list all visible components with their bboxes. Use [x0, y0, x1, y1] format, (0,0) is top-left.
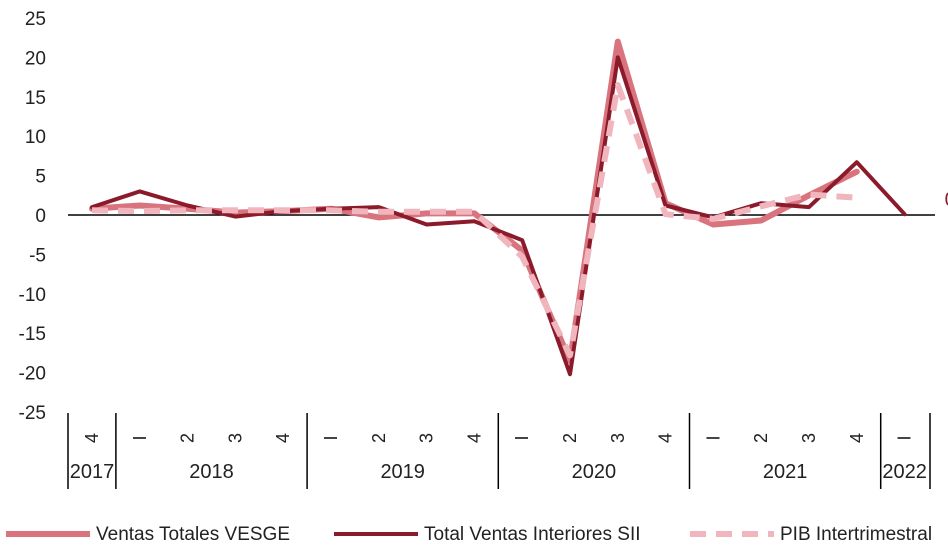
- x-tick-label: 3: [225, 433, 245, 443]
- y-tick-label: 10: [25, 127, 46, 148]
- x-tick-label: 3: [608, 433, 628, 443]
- y-tick-label: -20: [19, 364, 46, 385]
- x-year-label: 2021: [763, 461, 808, 483]
- legend-label: Total Ventas Interiores SII: [424, 524, 641, 545]
- x-tick-label: 2: [751, 433, 771, 443]
- y-tick-label: -5: [29, 245, 46, 266]
- y-tick-label: 25: [25, 9, 46, 30]
- x-tick-label: 2: [178, 433, 198, 443]
- series-line-1: [89, 38, 860, 364]
- y-tick-label: -25: [19, 403, 46, 424]
- x-tick-label: I: [321, 435, 341, 440]
- x-tick-label: I: [703, 435, 723, 440]
- x-year-label: 2022: [882, 461, 927, 483]
- y-axis-ticks: 25 20 15 10 5 0 -5 -10 -15 -20 -25: [19, 9, 46, 424]
- x-tick-label: 3: [417, 433, 437, 443]
- x-tick-label: I: [130, 435, 150, 440]
- x-year-label: 2017: [70, 461, 115, 483]
- x-tick-label: I: [512, 435, 532, 440]
- x-axis: 4 I 2 3 4 I 2 3 4 I 2 3 4 I 2 3 4 I 2017 2018 2019 2020 2021 20…: [67, 413, 931, 489]
- x-tick-label: I: [895, 435, 915, 440]
- y-tick-label: 5: [35, 167, 46, 188]
- x-year-label: 2019: [380, 461, 425, 483]
- last-value-annotation: 0.1: [945, 189, 948, 211]
- legend: Ventas Totales VESGE Total Ventas Interio…: [6, 524, 932, 545]
- legend-label: Ventas Totales VESGE: [96, 524, 290, 545]
- y-tick-label: 15: [25, 88, 46, 109]
- x-tick-label: 4: [464, 433, 484, 443]
- x-year-label: 2018: [189, 461, 234, 483]
- y-tick-label: -10: [19, 285, 46, 306]
- y-tick-label: 20: [25, 48, 46, 69]
- y-tick-label: 0: [35, 206, 46, 227]
- x-tick-label: 2: [369, 433, 389, 443]
- y-tick-label: -15: [19, 324, 46, 345]
- x-tick-label: 4: [273, 433, 293, 443]
- x-tick-label: 4: [656, 433, 676, 443]
- x-tick-label: 4: [82, 433, 102, 443]
- legend-label: PIB Intertrimestral: [780, 524, 932, 545]
- series-line-2: [90, 55, 907, 377]
- x-tick-label: 2: [560, 433, 580, 443]
- x-tick-label: 3: [799, 433, 819, 443]
- annotations: 0.1: [945, 189, 948, 211]
- series-lines: [89, 38, 907, 377]
- x-tick-label: 4: [847, 433, 867, 443]
- x-year-label: 2020: [572, 461, 617, 483]
